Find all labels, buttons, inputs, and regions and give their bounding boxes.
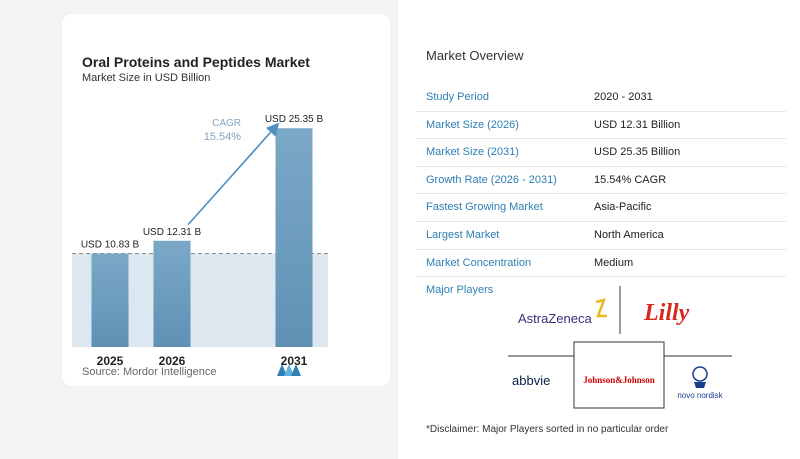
overview-row: Market Size (2031) USD 25.35 Billion — [416, 139, 786, 167]
astrazeneca-mark-icon — [595, 298, 607, 318]
novo-nordisk-apis-icon — [692, 366, 708, 388]
overview-value: USD 25.35 Billion — [594, 146, 681, 159]
bar-chart: USD 10.83 B 2025 USD 12.31 B 2026 USD 25.35 … — [72, 114, 330, 368]
overview-value: 2020 - 2031 — [594, 91, 653, 103]
cagr-value: 15.54% — [204, 131, 242, 143]
overview-title: Market Overview — [426, 48, 524, 63]
bar — [91, 253, 129, 347]
overview-row: Largest Market North America — [416, 222, 786, 250]
abbvie-logo: abbvie — [512, 373, 550, 388]
bar — [275, 128, 313, 347]
overview-label: Market Concentration — [426, 256, 532, 269]
overview-value: 15.54% CAGR — [594, 173, 667, 186]
mordor-logo-icon — [277, 364, 301, 376]
chart-subtitle: Market Size in USD Billion — [82, 72, 211, 84]
overview-label: Largest Market — [426, 228, 500, 241]
cagr-label: CAGR — [212, 118, 241, 129]
novo-nordisk-logo: novo nordisk — [677, 391, 723, 400]
lilly-logo: Lilly — [643, 300, 690, 326]
x-tick-label: 2025 — [97, 354, 124, 368]
chart-card: Oral Proteins and Peptides Market Market… — [62, 14, 390, 386]
overview-row: Market Concentration Medium — [416, 250, 786, 278]
cagr-arrow — [187, 122, 280, 226]
bar-value-label: USD 10.83 B — [81, 240, 140, 251]
overview-row: Market Size (2026) USD 12.31 Billion — [416, 112, 786, 140]
overview-table: Study Period 2020 - 2031 Market Size (20… — [416, 84, 786, 278]
overview-row: Fastest Growing Market Asia-Pacific — [416, 194, 786, 222]
x-tick-label: 2031 — [281, 354, 308, 368]
major-players-title: Major Players — [426, 284, 494, 296]
johnson-logo: Johnson&Johnson — [583, 375, 655, 385]
overview-label: Growth Rate (2026 - 2031) — [426, 173, 557, 186]
overview-label: Market Size (2026) — [426, 118, 519, 131]
x-tick-label: 2026 — [159, 354, 186, 368]
astrazeneca-logo: AstraZeneca — [518, 311, 592, 326]
overview-row: Growth Rate (2026 - 2031) 15.54% CAGR — [416, 167, 786, 195]
overview-value: USD 12.31 Billion — [594, 118, 681, 131]
source-note: Source: Mordor Intelligence — [82, 366, 217, 378]
overview-value: Asia-Pacific — [594, 201, 652, 214]
overview-label: Study Period — [426, 91, 489, 103]
overview-label: Fastest Growing Market — [426, 201, 543, 214]
overview-row: Study Period 2020 - 2031 — [416, 84, 786, 112]
overview-value: Medium — [594, 256, 634, 269]
major-players-grid: AstraZeneca Lilly abbvie Johnson&Johnson… — [508, 286, 732, 409]
chart-title: Oral Proteins and Peptides Market — [82, 54, 310, 70]
bar-value-label: USD 25.35 B — [265, 114, 324, 125]
market-overview-panel: Market Overview Study Period 2020 - 2031… — [398, 0, 800, 459]
bar — [153, 240, 191, 347]
overview-label: Market Size (2031) — [426, 146, 519, 159]
disclaimer: *Disclaimer: Major Players sorted in no … — [426, 424, 669, 435]
overview-value: North America — [594, 228, 664, 241]
bar-value-label: USD 12.31 B — [143, 227, 202, 238]
